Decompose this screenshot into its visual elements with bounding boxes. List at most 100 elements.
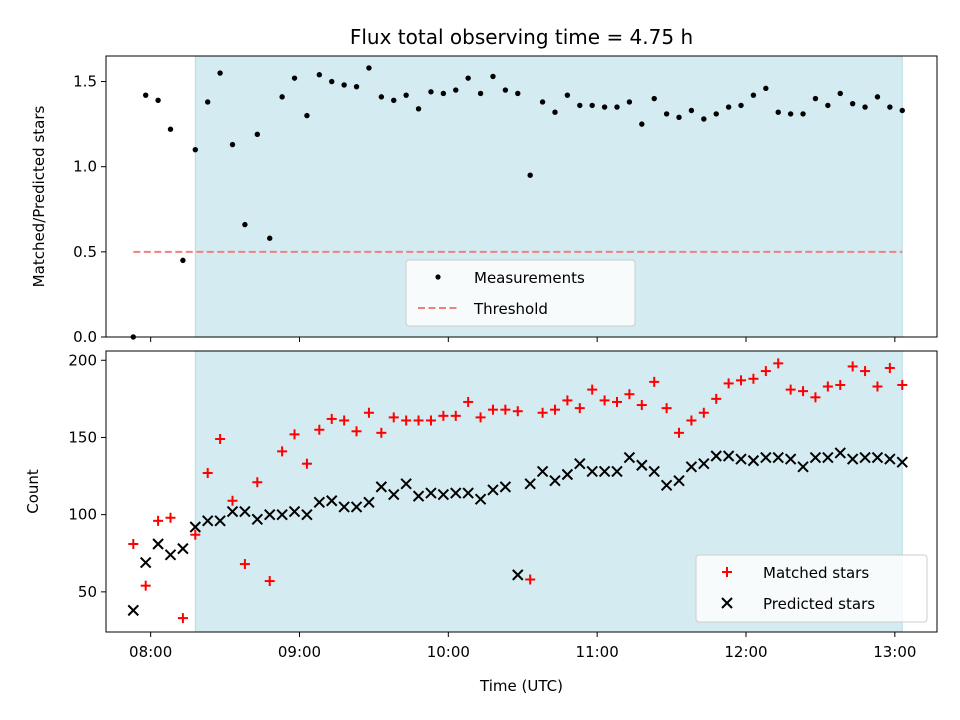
predicted-star-point: [623, 451, 636, 464]
measurement-point: [539, 99, 546, 105]
measurement-point: [180, 257, 186, 264]
measurements-legend-label: Measurements: [474, 269, 585, 287]
bottom-legend-box: [695, 554, 928, 623]
predicted-star-point: [388, 488, 400, 501]
predicted-star-point: [660, 479, 673, 492]
chart-title: Flux total observing time = 4.75 h: [350, 25, 693, 49]
x-tick-label: 08:00: [129, 643, 172, 661]
matched-star-point: [711, 393, 722, 404]
predicted-star-point: [152, 538, 164, 550]
predicted-star-point: [871, 451, 884, 464]
measurement-point: [713, 111, 719, 117]
matched-star-point: [773, 358, 784, 369]
measurement-point: [601, 104, 608, 110]
predicted-star-point: [264, 508, 276, 521]
measurement-point: [329, 78, 335, 85]
x-tick-label: 10:00: [427, 643, 470, 661]
measurement-points-layer: [130, 65, 905, 340]
top-y-tick-label: 1.0: [73, 158, 97, 176]
predicted-star-point: [363, 496, 375, 509]
measurement-point: [639, 121, 645, 127]
measurement-point: [849, 100, 856, 107]
predicted-star-point: [710, 450, 722, 462]
measurement-point: [353, 83, 360, 90]
matched-star-point: [363, 407, 374, 418]
measurement-point: [775, 109, 781, 115]
predicted-star-point: [462, 487, 474, 499]
measurement-point: [304, 112, 310, 119]
measurement-point: [291, 75, 298, 81]
predicted-star-point: [648, 465, 660, 478]
predicted-star-point: [636, 459, 648, 471]
matched-star-point: [202, 467, 213, 478]
matched-star-point: [748, 373, 759, 384]
measurement-point: [589, 102, 595, 109]
measurement-point: [142, 92, 149, 98]
x-tick-label: 09:00: [278, 643, 321, 661]
top-y-tick-label: 0.5: [73, 243, 97, 261]
matched-star-point: [351, 426, 362, 437]
matched-star-point: [463, 396, 474, 407]
matched-star-point: [326, 413, 337, 424]
matched-star-point: [512, 406, 523, 417]
matched-star-point: [314, 424, 325, 435]
measurement-point: [477, 90, 484, 97]
measurement-point: [750, 92, 757, 98]
matched-stars-legend-label: Matched stars: [763, 564, 869, 582]
matched-star-point: [339, 415, 350, 426]
matched-star-point: [810, 392, 821, 403]
top-panel-y-axis-label: Matched/Predicted stars: [30, 106, 48, 288]
predicted-stars-legend-marker: [721, 597, 733, 609]
matched-star-point: [165, 512, 176, 523]
measurement-point: [527, 172, 533, 178]
measurement-point: [192, 146, 199, 153]
measurement-point: [502, 87, 509, 93]
matched-star-point: [686, 415, 697, 426]
predicted-star-point: [326, 495, 338, 507]
predicted-star-point: [139, 556, 152, 569]
matched-star-point: [264, 576, 275, 587]
measurement-point: [626, 99, 633, 105]
measurement-point: [874, 94, 881, 100]
measurement-point: [155, 97, 161, 103]
measurement-point: [465, 75, 471, 81]
x-tick-label: 12:00: [724, 643, 767, 661]
top-panel-frame: [105, 55, 938, 338]
matched-star-point: [487, 404, 498, 415]
matched-star-point: [760, 366, 771, 377]
predicted-star-point: [226, 505, 239, 518]
measurement-point: [763, 85, 769, 92]
matched-star-point: [177, 613, 188, 624]
measurement-point: [167, 126, 174, 132]
predicted-star-point: [177, 542, 189, 555]
predicted-star-point: [512, 569, 524, 581]
matched-star-point: [835, 379, 846, 390]
measurement-point: [812, 95, 819, 102]
measurement-point: [701, 116, 707, 122]
top-y-tick-label: 1.5: [73, 73, 97, 91]
predicted-star-point: [598, 465, 611, 478]
measurement-point: [279, 94, 285, 100]
predicted-star-point: [487, 484, 499, 496]
predicted-star-point: [846, 453, 859, 465]
predicted-star-point: [474, 493, 487, 505]
matched-star-point: [599, 395, 610, 406]
measurement-point: [725, 104, 732, 110]
predicted-star-point: [784, 453, 797, 465]
predicted-star-point: [239, 505, 251, 518]
bottom-y-tick-label: 50: [78, 583, 97, 601]
matched-star-point: [897, 379, 908, 390]
predicted-star-point: [561, 468, 574, 481]
predicted-star-point: [586, 465, 598, 478]
measurement-point: [242, 221, 248, 228]
matched-star-point: [661, 403, 672, 414]
matched-star-point: [847, 361, 858, 372]
matched-star-point: [574, 403, 585, 414]
top-panel-x-ticks: [150, 337, 896, 342]
matched-star-point: [475, 412, 486, 423]
predicted-star-point: [524, 478, 536, 490]
matched-star-point: [785, 384, 796, 395]
matched-star-point: [723, 378, 734, 389]
measurement-point: [316, 72, 323, 78]
top-y-tick-label: 0.0: [73, 328, 97, 346]
